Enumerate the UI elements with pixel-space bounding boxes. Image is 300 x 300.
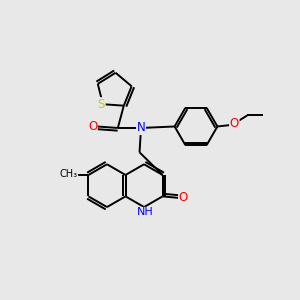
Text: O: O [179, 191, 188, 204]
Text: O: O [88, 120, 97, 133]
Text: N: N [136, 122, 146, 134]
Text: O: O [230, 117, 239, 130]
Text: S: S [98, 98, 105, 111]
Text: NH: NH [137, 207, 154, 218]
Text: CH₃: CH₃ [59, 169, 78, 179]
